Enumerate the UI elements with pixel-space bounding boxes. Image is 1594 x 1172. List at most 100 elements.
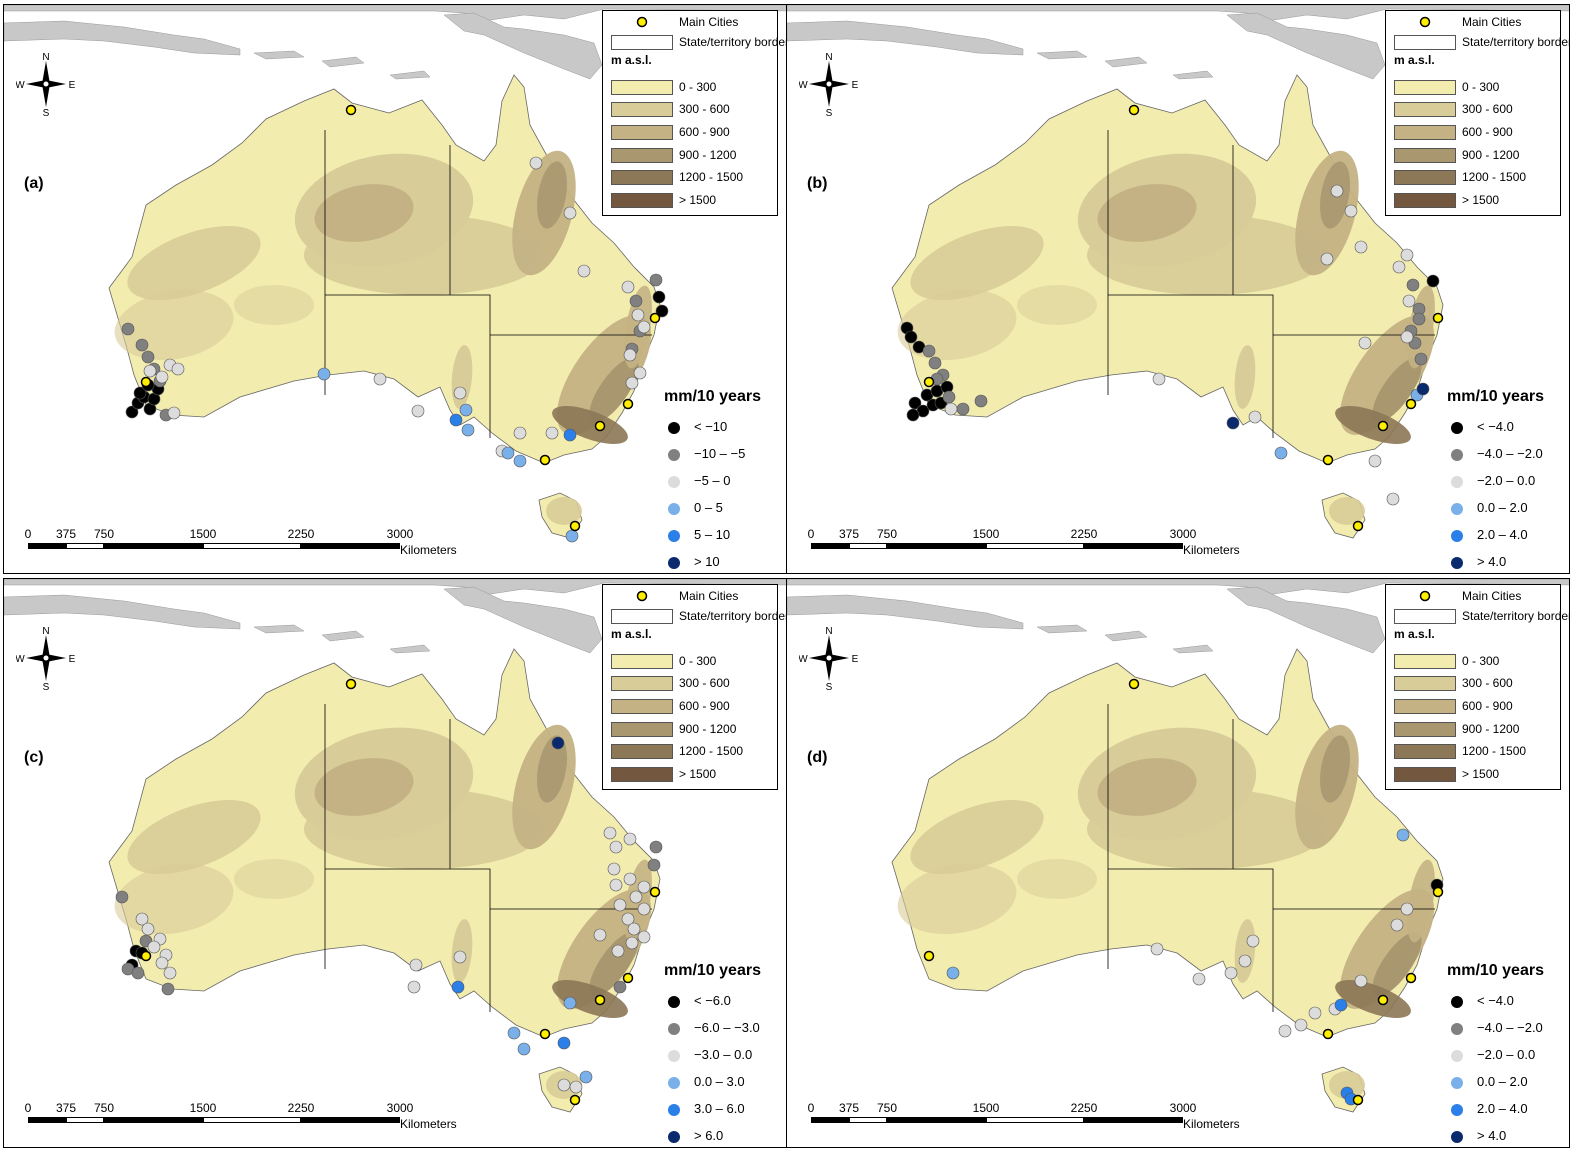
elevation-area (1234, 919, 1256, 983)
legend-swatch (1394, 699, 1456, 714)
legend-text: State/territory borders (1462, 35, 1570, 49)
elevation-area (1407, 859, 1435, 943)
legend-swatch (611, 125, 673, 140)
station-point (557, 1078, 571, 1092)
scale-segment (104, 1117, 203, 1123)
station-point (579, 1070, 593, 1084)
station-point (461, 423, 475, 437)
elevation-area (1372, 931, 1422, 997)
city-marker (1405, 398, 1417, 410)
panel-label: (c) (24, 749, 44, 766)
scale-segment (104, 543, 203, 549)
trend-class-label: 2.0 – 4.0 (1477, 527, 1528, 542)
trend-class-label: −4.0 – −2.0 (1477, 446, 1543, 461)
station-point (143, 364, 157, 378)
station-point (609, 840, 623, 854)
trend-class-label: < −4.0 (1477, 993, 1514, 1008)
station-point (141, 350, 155, 364)
compass-letter: N (825, 52, 832, 63)
neighbouring-land (1172, 70, 1214, 80)
elevation-area (127, 800, 261, 874)
trend-swatch (1451, 449, 1463, 461)
legend-text: 900 - 1200 (679, 722, 737, 736)
city-marker (1432, 886, 1444, 898)
elevation-area (897, 289, 1017, 361)
station-point (928, 356, 942, 370)
station-point (629, 890, 643, 904)
trend-swatch (1451, 1050, 1463, 1062)
trend-legend: mm/10 years < −4.0 −4.0 – −2.0 −2.0 – 0.0 0.… (1447, 962, 1567, 1147)
elevation-area (1017, 285, 1097, 325)
station-point (529, 156, 543, 170)
station-point (629, 294, 643, 308)
neighbouring-land (1036, 624, 1088, 634)
trend-class-label: −2.0 – 0.0 (1477, 1047, 1536, 1062)
station-point (155, 370, 169, 384)
trend-swatch (668, 557, 680, 569)
scale-bar: 0 375 750 1500 2250 3000 Kilometers (24, 527, 474, 563)
station-point (908, 396, 922, 410)
station-point (1344, 204, 1358, 218)
legend-swatch (611, 654, 673, 669)
scale-segment (887, 1117, 986, 1123)
scale-tick-label: 1500 (189, 1101, 217, 1115)
scale-tick-label: 3000 (386, 527, 414, 541)
legend-text: 300 - 600 (1462, 676, 1513, 690)
legend-text: > 1500 (679, 767, 717, 781)
scale-segment (986, 1117, 1084, 1123)
map-legend: Main Cities State/territory borders m a.s.… (602, 10, 786, 216)
neighbouring-land (787, 594, 1024, 630)
city-marker (1432, 312, 1444, 324)
compass-letter: W (16, 654, 25, 665)
station-point (621, 280, 635, 294)
station-point (652, 290, 666, 304)
trend-legend: mm/10 years < −6.0 −6.0 – −3.0 −3.0 – 0.0 0.… (664, 962, 784, 1147)
trend-swatch (1451, 1131, 1463, 1143)
station-point (171, 362, 185, 376)
station-point (513, 454, 527, 468)
station-point (922, 344, 936, 358)
trend-class-label: 0.0 – 2.0 (1477, 500, 1528, 515)
trend-class-label: −10 – −5 (694, 446, 746, 461)
legend-text: Main Cities (1462, 589, 1522, 603)
trend-class-label: −2.0 – 0.0 (1477, 473, 1536, 488)
legend-swatch (611, 767, 673, 782)
scale-tick-label: 0 (807, 527, 815, 541)
city-marker (569, 1094, 581, 1106)
compass-letter: S (826, 682, 833, 691)
neighbouring-land (4, 20, 241, 56)
trend-swatch (668, 1104, 680, 1116)
legend-text: 600 - 900 (1462, 699, 1513, 713)
compass-letter: E (852, 654, 859, 665)
scale-segment (66, 543, 104, 549)
trend-legend: mm/10 years < −10 −10 – −5 −5 – 0 0 – 5 5 – 1… (664, 388, 784, 573)
trend-swatch (668, 996, 680, 1008)
scale-tick-label: 1500 (972, 1101, 1000, 1115)
city-marker (923, 376, 935, 388)
trend-class-label: < −10 (694, 419, 728, 434)
station-point (944, 402, 958, 416)
trend-swatch (668, 530, 680, 542)
trend-legend-title: mm/10 years (1447, 388, 1544, 405)
city-marker (569, 520, 581, 532)
station-point (1406, 278, 1420, 292)
station-point (906, 408, 920, 422)
neighbouring-land (1036, 50, 1088, 60)
elevation-area (537, 161, 567, 229)
compass-letter: S (43, 108, 50, 117)
station-point (609, 878, 623, 892)
legend-text: > 1500 (679, 193, 717, 207)
station-point (1400, 330, 1414, 344)
station-point (1400, 902, 1414, 916)
compass-letter: E (852, 80, 859, 91)
scale-segment (811, 1117, 849, 1123)
scale-tick-label: 1500 (972, 527, 1000, 541)
station-point (1294, 1018, 1308, 1032)
station-point (1358, 336, 1372, 350)
trend-swatch (668, 1131, 680, 1143)
trend-swatch (668, 1050, 680, 1062)
station-point (551, 736, 565, 750)
station-point (1402, 294, 1416, 308)
station-point (647, 858, 661, 872)
neighbouring-land (1226, 586, 1386, 654)
